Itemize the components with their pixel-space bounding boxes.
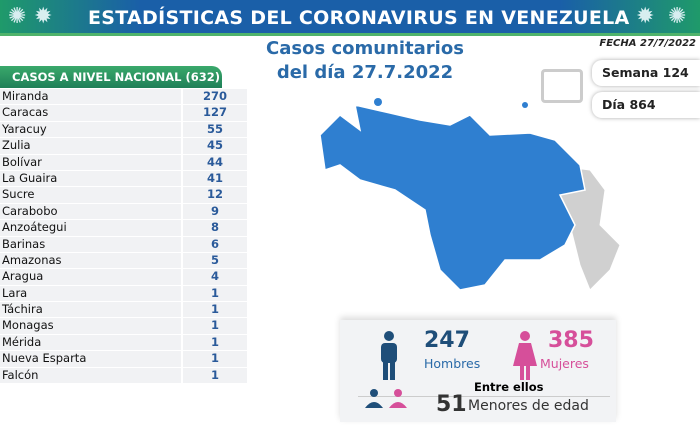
- men-label: Hombres: [424, 356, 481, 371]
- state-name: Anzoátegui: [0, 220, 181, 236]
- subtitle-line2: del día 27.7.2022: [276, 62, 454, 83]
- venezuela-map: [319, 98, 621, 291]
- table-row: Falcón 1: [0, 367, 248, 385]
- state-cases: 1: [183, 334, 247, 351]
- table-row: Amazonas 5: [0, 252, 248, 270]
- state-cases: 6: [183, 236, 247, 252]
- table-row: Bolívar 44: [0, 154, 248, 171]
- state-cases: 44: [183, 154, 247, 170]
- state-cases: 1: [183, 302, 247, 318]
- table-title: CASOS A NIVEL NACIONAL (632): [0, 66, 222, 88]
- minors-count: 51: [436, 392, 467, 417]
- header-banner: ✺ ✹ ESTADÍSTICAS DEL CORONAVIRUS EN VENE…: [0, 0, 700, 36]
- table-row: Carabobo 9: [0, 203, 248, 221]
- table-row: Lara 1: [0, 285, 248, 303]
- subtitle: Casos comunitarios del día 27.7.2022: [260, 37, 470, 85]
- week-badge: Semana 124: [592, 60, 700, 86]
- table-row: Nueva Esparta 1: [0, 351, 248, 368]
- day-badge: Día 864: [592, 92, 700, 118]
- virus-icon: ✺: [8, 4, 27, 29]
- table-row: Zulia 45: [0, 138, 248, 155]
- men-count: 247: [424, 328, 470, 353]
- state-name: Sucre: [0, 187, 181, 203]
- map-island: [522, 102, 528, 108]
- state-name: Carabobo: [0, 203, 181, 220]
- divider: [358, 396, 610, 397]
- minors-icon: [365, 389, 407, 408]
- table-row: Caracas 127: [0, 105, 248, 122]
- state-name: Miranda: [0, 89, 181, 105]
- state-name: Nueva Esparta: [0, 351, 181, 367]
- minors-intro: Entre ellos: [474, 380, 544, 394]
- women-count: 385: [548, 328, 594, 353]
- state-cases: 127: [183, 105, 247, 121]
- state-name: La Guaira: [0, 170, 181, 187]
- date-label: FECHA 27/7/2022: [599, 38, 696, 49]
- page-title: ESTADÍSTICAS DEL CORONAVIRUS EN VENEZUEL…: [88, 7, 630, 29]
- man-icon: [381, 331, 397, 380]
- table-row: Aragua 4: [0, 269, 248, 286]
- state-cases: 12: [183, 187, 247, 203]
- state-name: Bolívar: [0, 154, 181, 170]
- subtitle-line1: Casos comunitarios: [266, 38, 464, 59]
- state-cases: 41: [183, 170, 247, 187]
- table-row: Sucre 12: [0, 187, 248, 204]
- cases-table: Miranda 270 Caracas 127 Yaracuy 55 Zulia 45 Bolí…: [0, 89, 248, 385]
- state-name: Barinas: [0, 236, 181, 252]
- table-row: Táchira 1: [0, 302, 248, 319]
- woman-icon: [513, 331, 537, 380]
- virus-icon: ✹: [34, 4, 53, 29]
- state-cases: 270: [183, 89, 247, 105]
- state-name: Yaracuy: [0, 121, 181, 138]
- map-island: [374, 98, 382, 106]
- state-name: Zulia: [0, 138, 181, 154]
- state-name: Lara: [0, 285, 181, 302]
- gender-card: 247 Hombres 385 Mujeres Entre ellos 51 M…: [340, 320, 616, 422]
- virus-icon: ✹: [636, 4, 655, 29]
- state-name: Caracas: [0, 105, 181, 121]
- state-cases: 1: [183, 318, 247, 334]
- table-row: La Guaira 41: [0, 170, 248, 188]
- state-cases: 9: [183, 203, 247, 220]
- state-name: Monagas: [0, 318, 181, 334]
- table-row: Mérida 1: [0, 334, 248, 352]
- state-name: Mérida: [0, 334, 181, 351]
- table-row: Miranda 270: [0, 89, 248, 106]
- table-row: Barinas 6: [0, 236, 248, 253]
- map-affected-region: [319, 104, 586, 291]
- table-row: Yaracuy 55: [0, 121, 248, 139]
- state-name: Aragua: [0, 269, 181, 285]
- table-row: Anzoátegui 8: [0, 220, 248, 237]
- state-cases: 1: [183, 351, 247, 367]
- state-cases: 8: [183, 220, 247, 236]
- state-name: Amazonas: [0, 252, 181, 269]
- state-name: Falcón: [0, 367, 181, 384]
- state-cases: 1: [183, 285, 247, 302]
- women-label: Mujeres: [540, 356, 589, 371]
- virus-icon: ✺: [668, 4, 687, 29]
- table-row: Monagas 1: [0, 318, 248, 335]
- state-cases: 5: [183, 252, 247, 269]
- state-name: Táchira: [0, 302, 181, 318]
- state-cases: 45: [183, 138, 247, 154]
- state-cases: 55: [183, 121, 247, 138]
- minors-label: Menores de edad: [468, 398, 589, 414]
- calendar-icon: [541, 69, 583, 103]
- state-cases: 1: [183, 367, 247, 384]
- state-cases: 4: [183, 269, 247, 285]
